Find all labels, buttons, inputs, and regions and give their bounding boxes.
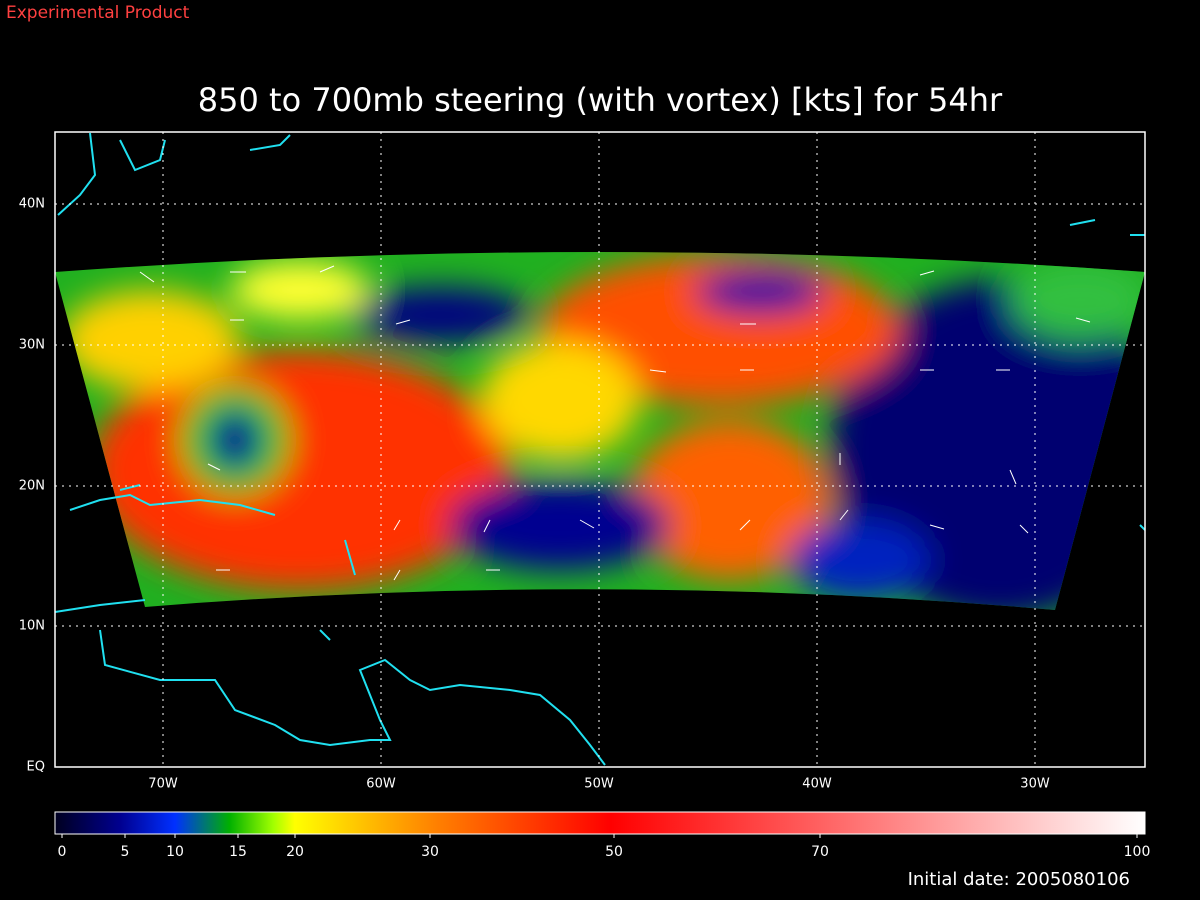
colorbar-tick-label: 5 xyxy=(121,844,130,860)
lon-tick-label: 40W xyxy=(802,777,832,792)
wind-field xyxy=(55,252,1145,610)
colorbar-tick-label: 10 xyxy=(166,844,184,860)
lon-tick-label: 60W xyxy=(366,777,396,792)
lat-tick-label: 10N xyxy=(19,619,45,634)
lon-tick-label: 30W xyxy=(1020,777,1050,792)
lat-tick-label: 20N xyxy=(19,479,45,494)
colorbar-tick-label: 50 xyxy=(605,844,623,860)
steering-arrows xyxy=(139,265,1091,581)
map-frame xyxy=(54,131,1146,768)
colorbar-tick-label: 20 xyxy=(286,844,304,860)
lon-tick-label: 50W xyxy=(584,777,614,792)
initial-date: Initial date: 2005080106 xyxy=(908,869,1130,890)
lat-tick-label: 30N xyxy=(19,338,45,353)
lon-tick-label: 70W xyxy=(148,777,178,792)
colorbar-tick-label: 30 xyxy=(421,844,439,860)
lat-tick-label: 40N xyxy=(19,197,45,212)
map-title: 850 to 700mb steering (with vortex) [kts… xyxy=(198,81,1003,119)
colorbar-tick-label: 0 xyxy=(58,844,67,860)
colorbar-tick-label: 15 xyxy=(229,844,247,860)
colorbar xyxy=(54,811,1146,835)
lat-tick-label: EQ xyxy=(27,760,45,775)
colorbar-tick-label: 100 xyxy=(1124,844,1151,860)
header-label: Experimental Product xyxy=(6,3,190,23)
coastlines xyxy=(54,132,1146,766)
colorbar-tick-label: 70 xyxy=(811,844,829,860)
